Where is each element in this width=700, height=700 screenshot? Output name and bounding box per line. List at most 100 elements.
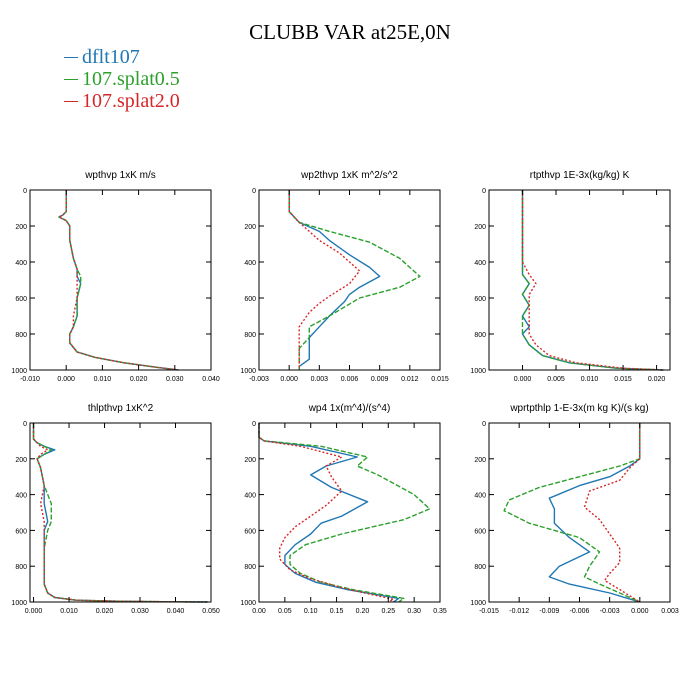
y-tick-label: 0 <box>482 188 486 195</box>
x-tick-label: 0.010 <box>94 376 112 383</box>
x-tick-label: -0.003 <box>600 608 620 615</box>
legend-label-splat05: 107.splat0.5 <box>82 67 180 90</box>
panel-5: wp4 1x(m^4)/(s^4) 0.00 0.05 0.10 0.15 0.20 0.2… <box>240 403 446 615</box>
panel-1: wpthvp 1xK m/s -0.010 0.000 0.010 0.020 0.030… <box>11 170 219 383</box>
y-tick-label: 400 <box>474 260 486 267</box>
x-tick-label: 0.020 <box>130 376 148 383</box>
x-tick-label: 0.010 <box>581 376 599 383</box>
x-tick-label: 0.10 <box>304 608 318 615</box>
x-tick-label: -0.006 <box>570 608 590 615</box>
panel-2: wp2thvp 1xK m^2/s^2 -0.003 0.000 0.003 0.006… <box>240 170 448 383</box>
legend-item-dflt107: dflt107 <box>64 46 180 68</box>
series-line-107.splat2.0 <box>583 423 641 603</box>
x-tick-label: 0.000 <box>514 376 532 383</box>
y-tick-label: 600 <box>244 296 256 303</box>
panel-title: rtpthvp 1E-3x(kg/kg) K <box>530 170 630 181</box>
x-tick-label: 0.00 <box>252 608 266 615</box>
y-tick-label: 200 <box>474 457 486 464</box>
y-tick-label: 800 <box>474 564 486 571</box>
y-tick-label: 0 <box>23 421 27 428</box>
y-tick-label: 0 <box>252 421 256 428</box>
legend-label-splat20: 107.splat2.0 <box>82 89 180 112</box>
y-tick-label: 800 <box>244 332 256 339</box>
legend-item-splat05: 107.splat0.5 <box>64 68 180 90</box>
legend: dflt107 107.splat0.5 107.splat2.0 <box>64 46 180 112</box>
series-line-107.splat2.0 <box>521 190 664 371</box>
y-tick-label: 600 <box>474 296 486 303</box>
x-tick-label: -0.003 <box>249 376 269 383</box>
x-tick-label: 0.000 <box>57 376 75 383</box>
y-tick-label: 800 <box>244 564 256 571</box>
y-tick-label: 200 <box>15 457 27 464</box>
series-line-107.splat2.0 <box>32 423 208 603</box>
x-tick-label: 0.015 <box>431 376 449 383</box>
series-line-107.splat2.0 <box>58 190 179 371</box>
x-tick-label: 0.000 <box>25 608 43 615</box>
x-tick-label: -0.012 <box>509 608 529 615</box>
x-tick-label: 0.30 <box>407 608 421 615</box>
y-tick-label: 400 <box>244 260 256 267</box>
y-tick-label: 800 <box>15 332 27 339</box>
y-tick-label: 800 <box>15 564 27 571</box>
plot-frame <box>488 422 671 603</box>
y-tick-label: 600 <box>244 528 256 535</box>
x-tick-label: 0.003 <box>661 608 679 615</box>
series-line-107.splat0.5 <box>258 423 431 603</box>
y-tick-label: 1000 <box>470 600 486 607</box>
y-tick-label: 200 <box>15 224 27 231</box>
y-tick-label: 400 <box>474 493 486 500</box>
y-tick-label: 1000 <box>240 600 256 607</box>
x-tick-label: 0.000 <box>631 608 649 615</box>
x-tick-label: 0.005 <box>547 376 565 383</box>
x-tick-label: 0.003 <box>311 376 329 383</box>
y-tick-label: 1000 <box>240 368 256 375</box>
x-tick-label: 0.05 <box>278 608 292 615</box>
x-tick-label: 0.040 <box>202 376 220 383</box>
panel-4: thlpthvp 1xK^2 0.000 0.010 0.020 0.030 0.040 0… <box>11 403 219 615</box>
x-tick-label: 0.030 <box>131 608 149 615</box>
y-tick-label: 600 <box>474 528 486 535</box>
legend-label-dflt107: dflt107 <box>82 45 140 68</box>
x-tick-label: 0.030 <box>166 376 184 383</box>
series-line-107.splat0.5 <box>521 190 664 371</box>
x-tick-label: 0.15 <box>330 608 344 615</box>
y-tick-label: 1000 <box>11 368 27 375</box>
panel-6: wprtpthlp 1-E-3x(m kg K)/(s kg) -0.015 -0.… <box>470 403 678 615</box>
plot-frame <box>29 189 212 371</box>
panel-title: wpthvp 1xK m/s <box>84 170 156 181</box>
x-tick-label: 0.35 <box>433 608 447 615</box>
y-tick-label: 200 <box>474 224 486 231</box>
y-tick-label: 600 <box>15 296 27 303</box>
series-line-107.splat0.5 <box>288 190 421 370</box>
y-tick-label: 600 <box>15 528 27 535</box>
legend-swatch-splat05 <box>64 78 78 80</box>
x-tick-label: 0.000 <box>280 376 298 383</box>
legend-swatch-splat20 <box>64 100 78 102</box>
panel-title: thlpthvp 1xK^2 <box>88 403 154 414</box>
y-tick-label: 0 <box>252 188 256 195</box>
x-tick-label: 0.020 <box>648 376 666 383</box>
x-tick-label: 0.012 <box>401 376 419 383</box>
series-line-dflt107 <box>548 423 641 603</box>
series-line-dflt107 <box>521 190 664 371</box>
series-line-107.splat0.5 <box>503 423 641 603</box>
y-tick-label: 0 <box>482 421 486 428</box>
x-tick-label: 0.20 <box>356 608 370 615</box>
panel-3: rtpthvp 1E-3x(kg/kg) K 0.000 0.005 0.010 0.0… <box>470 170 671 383</box>
plot-frame <box>258 422 441 603</box>
y-tick-label: 0 <box>23 188 27 195</box>
x-tick-label: -0.009 <box>539 608 559 615</box>
x-tick-label: 0.020 <box>96 608 114 615</box>
plot-frame <box>29 422 212 603</box>
x-tick-label: -0.015 <box>479 608 499 615</box>
y-tick-label: 200 <box>244 457 256 464</box>
y-tick-label: 800 <box>474 332 486 339</box>
x-tick-label: 0.25 <box>381 608 395 615</box>
x-tick-label: -0.010 <box>20 376 40 383</box>
series-line-dflt107 <box>288 190 381 370</box>
plot-frame <box>488 189 671 371</box>
x-tick-label: 0.010 <box>60 608 78 615</box>
x-tick-label: 0.040 <box>167 608 185 615</box>
series-line-107.splat2.0 <box>258 423 395 603</box>
